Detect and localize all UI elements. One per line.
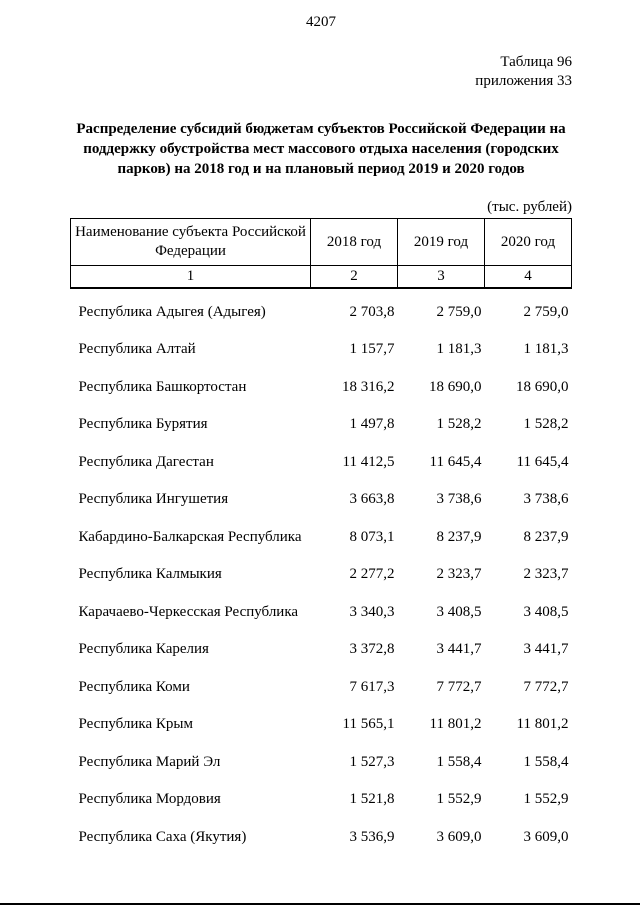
- amount-value: 3 340,3: [349, 603, 395, 620]
- header-row: Наименование субъекта Российской Федерац…: [70, 218, 572, 266]
- amount-value: 18 690,0: [516, 378, 569, 395]
- amount-value: 1 497,8: [349, 416, 395, 432]
- table-row: Республика Саха (Якутия) 3 536,9 3 609,0 3 …: [71, 819, 572, 857]
- subject-name: Республика Ингушетия: [78, 491, 229, 507]
- table-body: Республика Адыгея (Адыгея) 2 703,8 2 759,0…: [71, 288, 572, 857]
- table-row: Карачаево-Черкесская Республика 3 340,3 3 …: [71, 594, 572, 632]
- amount-value: 2 277,2: [349, 566, 395, 582]
- header-2018: 2018 год: [310, 218, 398, 266]
- amount-value: 1 181,3: [436, 341, 482, 357]
- amount-value: 3 738,6: [523, 491, 569, 507]
- column-number: 4: [484, 264, 572, 289]
- subject-name: Республика Марий Эл: [78, 753, 221, 770]
- amount-value: 3 609,0: [523, 828, 569, 845]
- table-row: Республика Ингушетия 3 663,8 3 738,6 3 738,…: [71, 481, 572, 519]
- header-2019: 2019 год: [397, 218, 485, 266]
- amount-value: 1 528,2: [523, 416, 569, 432]
- subject-name: Республика Бурятия: [78, 416, 208, 432]
- amount-value: 3 536,9: [349, 828, 395, 845]
- table-row: Республика Калмыкия 2 277,2 2 323,7 2 323,7: [71, 556, 572, 594]
- amount-value: 1 528,2: [436, 416, 482, 432]
- amount-value: 1 558,4: [523, 753, 569, 770]
- amount-value: 1 157,7: [349, 341, 395, 357]
- header-2020: 2020 год: [484, 218, 572, 266]
- amount-value: 1 558,4: [436, 753, 482, 770]
- amount-value: 18 690,0: [429, 378, 482, 395]
- amount-value: 11 412,5: [342, 453, 395, 470]
- amount-value: 7 772,7: [523, 678, 569, 695]
- amount-value: 3 441,7: [436, 641, 482, 657]
- amount-value: 11 565,1: [342, 716, 395, 732]
- table-row: Республика Алтай 1 157,7 1 181,3 1 181,3: [71, 331, 572, 369]
- page-number: 4207: [306, 14, 336, 30]
- table-reference: Таблица 96: [500, 54, 572, 70]
- amount-value: 11 801,2: [516, 716, 569, 732]
- table-row: Республика Мордовия 1 521,8 1 552,9 1 552,9: [71, 781, 572, 819]
- amount-value: 2 703,8: [349, 303, 395, 320]
- amount-value: 2 759,0: [436, 303, 482, 320]
- amount-value: 18 316,2: [342, 378, 395, 395]
- amount-value: 1 552,9: [523, 791, 569, 807]
- header-subject: Наименование субъекта Российской Федерац…: [70, 218, 311, 266]
- column-number: 2: [310, 264, 398, 289]
- table-row: Республика Адыгея (Адыгея) 2 703,8 2 759,0…: [71, 288, 572, 332]
- amount-value: 11 645,4: [516, 453, 569, 470]
- subject-name: Кабардино-Балкарская Республика: [78, 528, 302, 545]
- amount-value: 1 552,9: [436, 791, 482, 807]
- table-row: Республика Коми 7 617,3 7 772,7 7 772,7: [71, 669, 572, 707]
- subject-name: Республика Башкортостан: [78, 378, 247, 395]
- subject-name: Республика Мордовия: [78, 791, 221, 807]
- amount-value: 8 237,9: [523, 528, 569, 545]
- amount-value: 2 759,0: [523, 303, 569, 320]
- column-numbers-row: 1 2 3 4: [70, 264, 572, 289]
- annex-reference: приложения 33: [475, 72, 572, 89]
- amount-value: 11 645,4: [429, 453, 482, 470]
- amount-value: 3 738,6: [436, 491, 482, 507]
- table-row: Республика Бурятия 1 497,8 1 528,2 1 528,2: [71, 406, 572, 444]
- amount-value: 3 408,5: [523, 603, 569, 620]
- subject-name: Республика Адыгея (Адыгея): [78, 303, 266, 320]
- subject-name: Карачаево-Черкесская Республика: [78, 603, 299, 620]
- subject-name: Республика Дагестан: [78, 453, 214, 470]
- amount-value: 1 521,8: [349, 791, 395, 807]
- amount-value: 7 772,7: [436, 678, 482, 695]
- reference-block: Таблица 96 приложения 33: [70, 53, 572, 91]
- amount-value: 3 663,8: [349, 491, 395, 507]
- subject-name: Республика Саха (Якутия): [78, 828, 247, 845]
- subject-name: Республика Алтай: [78, 341, 196, 357]
- amount-value: 1 181,3: [523, 341, 569, 357]
- column-number: 3: [397, 264, 485, 289]
- amount-value: 7 617,3: [349, 678, 395, 695]
- units-label: (тыс. рублей): [487, 199, 572, 216]
- amount-value: 3 372,8: [349, 641, 395, 657]
- page-bottom-edge: [0, 903, 640, 905]
- table-header: Наименование субъекта Российской Федерац…: [70, 218, 572, 289]
- table-row: Республика Башкортостан 18 316,2 18 690,0 1…: [71, 369, 572, 407]
- table-row: Республика Крым 11 565,1 11 801,2 11 801,2: [71, 706, 572, 744]
- amount-value: 11 801,2: [429, 716, 482, 732]
- amount-value: 8 073,1: [349, 528, 395, 545]
- amount-value: 1 527,3: [349, 753, 395, 770]
- subject-name: Республика Калмыкия: [78, 566, 222, 582]
- subject-name: Республика Карелия: [78, 641, 209, 657]
- subsidies-table: Наименование субъекта Российской Федерац…: [70, 218, 572, 856]
- table-row: Кабардино-Балкарская Республика 8 073,1 8 …: [71, 519, 572, 557]
- amount-value: 3 609,0: [436, 828, 482, 845]
- amount-value: 2 323,7: [523, 566, 569, 582]
- table-row: Республика Марий Эл 1 527,3 1 558,4 1 558,4: [71, 744, 572, 782]
- amount-value: 3 408,5: [436, 603, 482, 620]
- table-row: Республика Карелия 3 372,8 3 441,7 3 441,7: [71, 631, 572, 669]
- subject-name: Республика Крым: [78, 716, 193, 732]
- table-row: Республика Дагестан 11 412,5 11 645,4 11 64…: [71, 444, 572, 482]
- subject-name: Республика Коми: [78, 678, 190, 695]
- document-title: Распределение субсидий бюджетам субъекто…: [76, 120, 566, 178]
- amount-value: 8 237,9: [436, 528, 482, 545]
- amount-value: 3 441,7: [523, 641, 569, 657]
- column-number: 1: [70, 264, 311, 289]
- amount-value: 2 323,7: [436, 566, 482, 582]
